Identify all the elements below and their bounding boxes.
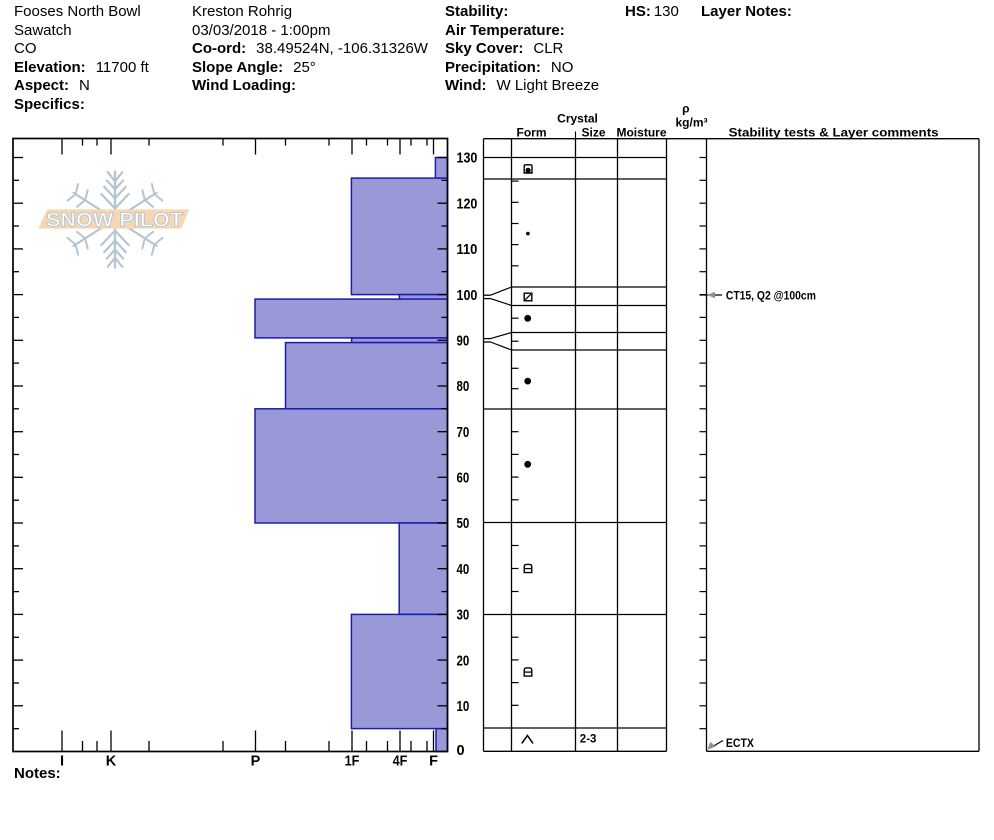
svg-text:ρ: ρ [682, 102, 689, 116]
svg-text:40: 40 [457, 562, 470, 578]
svg-text:0: 0 [457, 743, 465, 759]
svg-text:P: P [251, 753, 261, 769]
svg-text:Crystal: Crystal [557, 111, 598, 125]
svg-text:4F: 4F [393, 753, 408, 769]
svg-text:100: 100 [457, 288, 478, 304]
svg-text:90: 90 [457, 334, 470, 350]
svg-text:2-3: 2-3 [580, 733, 597, 745]
svg-text:K: K [106, 753, 117, 769]
svg-text:Moisture: Moisture [616, 126, 666, 140]
svg-text:50: 50 [457, 516, 470, 532]
svg-text:80: 80 [457, 379, 470, 395]
svg-text:20: 20 [457, 653, 470, 669]
svg-text:Size: Size [581, 126, 605, 140]
svg-text:Form: Form [517, 126, 547, 140]
svg-text:70: 70 [457, 425, 470, 441]
svg-text:10: 10 [457, 699, 470, 715]
svg-text:kg/m³: kg/m³ [675, 116, 707, 130]
svg-text:120: 120 [457, 196, 478, 212]
svg-text:110: 110 [457, 242, 478, 258]
svg-text:Stability tests & Layer commen: Stability tests & Layer comments [729, 126, 939, 140]
svg-text:CT15, Q2 @100cm: CT15, Q2 @100cm [726, 290, 816, 302]
svg-text:ECTX: ECTX [726, 738, 754, 750]
svg-text:SNOW PILOT: SNOW PILOT [46, 208, 184, 231]
svg-text:130: 130 [457, 151, 478, 167]
svg-text:I: I [60, 753, 64, 769]
svg-text:30: 30 [457, 608, 470, 624]
svg-text:F: F [429, 753, 438, 769]
svg-text:1F: 1F [345, 753, 360, 769]
svg-text:60: 60 [457, 471, 470, 487]
